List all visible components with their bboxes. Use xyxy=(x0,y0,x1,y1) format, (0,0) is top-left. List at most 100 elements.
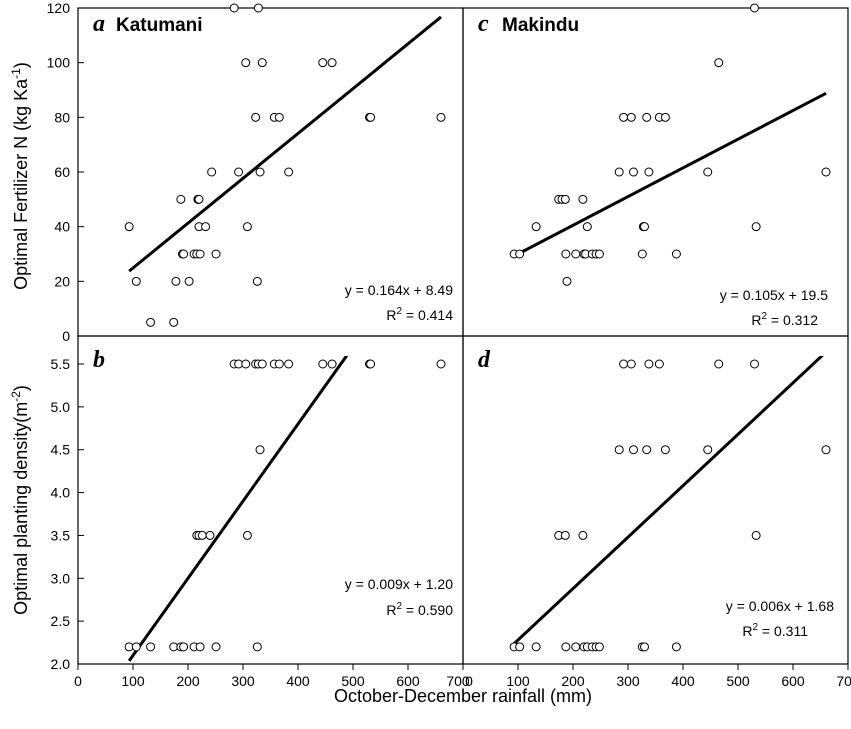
panel-c-point-22 xyxy=(640,222,649,232)
x-tick-label-left-4: 400 xyxy=(286,673,310,689)
panel-a-point-29 xyxy=(274,112,284,122)
panel-a-point-1 xyxy=(131,276,141,286)
panel-a-point-24 xyxy=(252,276,262,286)
panel-a-point-17 xyxy=(207,167,217,177)
panel-d-r2-value: = 0.311 xyxy=(758,623,808,639)
panel-a-point-2 xyxy=(146,317,156,327)
panel-b-point-14 xyxy=(242,530,252,540)
panel-d-point-1 xyxy=(515,642,525,652)
panel-c-r2-label: R xyxy=(751,312,761,328)
x-tick-label-left-6: 600 xyxy=(396,673,420,689)
panel-c-point-24 xyxy=(644,167,654,177)
panel-d-point-24 xyxy=(626,359,636,369)
panel-b-point-24 xyxy=(284,359,294,369)
y-tick-label-bottom-6: 5.0 xyxy=(51,399,71,415)
panel-c-point-9 xyxy=(578,194,588,204)
panel-a-point-0 xyxy=(124,222,134,232)
x-tick-label-right-2: 200 xyxy=(561,673,585,689)
panel-a-point-32 xyxy=(327,58,337,68)
panel-a-point-25 xyxy=(253,3,263,13)
panel-c-point-23 xyxy=(642,112,652,122)
panel-b-fit-line xyxy=(127,356,349,662)
x-tick-label-left-0: 0 xyxy=(74,673,82,689)
panel-a-point-13 xyxy=(194,194,204,204)
panel-a-point-7 xyxy=(179,249,189,259)
panel-a-site: Katumani xyxy=(116,15,203,36)
panel-a-point-27 xyxy=(257,58,267,68)
panel-c-r2-value: = 0.312 xyxy=(767,312,818,328)
panel-c-point-6 xyxy=(561,249,571,259)
x-tick-label-right-4: 400 xyxy=(671,673,695,689)
panel-a-letter: a xyxy=(93,11,105,37)
panel-d-point-2 xyxy=(531,642,541,652)
panel-b-point-13 xyxy=(205,530,215,540)
panel-c-point-17 xyxy=(619,112,629,122)
panel-d-point-18 xyxy=(629,445,638,455)
panel-b-point-8 xyxy=(211,642,221,652)
panel-d-point-21 xyxy=(703,445,713,455)
panel-d-point-22 xyxy=(821,445,831,455)
x-tick-label-right-0: 0 xyxy=(465,673,473,689)
panel-d-point-20 xyxy=(660,445,670,455)
panel-b-point-18 xyxy=(241,359,251,369)
y-tick-label-bottom-3: 3.5 xyxy=(51,527,71,543)
panel-a-point-3 xyxy=(169,317,179,327)
panel-c-point-12 xyxy=(582,222,592,232)
panel-a-point-20 xyxy=(234,167,244,177)
y-tick-label-top-5: 100 xyxy=(47,55,71,71)
axes-group: 0204060801001202.02.53.03.54.04.55.05.50… xyxy=(47,0,851,689)
panel-a-point-23 xyxy=(251,112,261,122)
panel-d-point-25 xyxy=(644,359,654,369)
panel-c-equation: y = 0.105x + 19.5 xyxy=(720,287,828,303)
panel-b-point-2 xyxy=(146,642,156,652)
panel-b-equation: y = 0.009x + 1.20 xyxy=(345,576,453,592)
panel-a-r2-sup: 2 xyxy=(396,306,402,317)
panel-c-point-31 xyxy=(751,222,761,232)
y-tick-label-bottom-4: 4.0 xyxy=(51,485,71,501)
panel-d-equation: y = 0.006x + 1.68 xyxy=(726,598,834,614)
panel-c-point-18 xyxy=(626,112,636,122)
panel-b-point-1 xyxy=(131,642,141,652)
panel-a-point-30 xyxy=(284,167,294,177)
y-tick-label-top-6: 120 xyxy=(47,0,71,16)
panel-b-r2-label: R xyxy=(386,602,396,618)
panel-c-point-7 xyxy=(562,276,572,286)
panel-c-point-20 xyxy=(637,249,647,259)
panel-c-point-29 xyxy=(714,58,724,68)
y-tick-label-top-1: 20 xyxy=(54,273,70,289)
y-axis-label-bottom-end: ) xyxy=(11,385,31,391)
y-axis-label-bottom-sup: -2 xyxy=(9,391,23,402)
panel-b-r2: R2 = 0.590 xyxy=(386,601,453,618)
x-tick-label-left-5: 500 xyxy=(341,673,365,689)
panel-c-point-27 xyxy=(671,249,681,259)
panel-a-point-31 xyxy=(318,58,328,68)
panel-d-point-11 xyxy=(640,642,649,652)
y-tick-label-bottom-2: 3.0 xyxy=(51,570,71,586)
panel-b-point-21 xyxy=(257,359,267,369)
panel-d-point-12 xyxy=(671,642,681,652)
y-tick-label-top-4: 80 xyxy=(54,109,70,125)
panel-c-point-16 xyxy=(614,167,624,177)
panel-a-r2-label: R xyxy=(386,307,396,323)
panel-d-point-23 xyxy=(619,359,629,369)
x-tick-label-right-5: 500 xyxy=(726,673,750,689)
y-axis-label-top-text: Optimal Fertilizer N (kg Ka xyxy=(11,78,31,290)
panel-a-equation: y = 0.164x + 8.49 xyxy=(345,282,453,298)
panel-a-point-8 xyxy=(184,276,194,286)
panel-a-r2-value: = 0.414 xyxy=(402,307,453,323)
panel-a-point-34 xyxy=(366,112,376,122)
panel-c-point-2 xyxy=(531,222,541,232)
panel-a-point-5 xyxy=(176,194,186,204)
y-tick-label-bottom-0: 2.0 xyxy=(51,656,71,672)
y-tick-label-bottom-7: 5.5 xyxy=(51,356,71,372)
panel-c-site: Makindu xyxy=(502,15,579,36)
panel-d-point-26 xyxy=(654,359,664,369)
x-axis-label: October-December rainfall (mm) xyxy=(334,686,592,706)
panel-d-fit-line xyxy=(513,356,824,645)
marks-group xyxy=(124,3,831,662)
panel-a-point-35 xyxy=(436,112,446,122)
y-tick-label-top-3: 60 xyxy=(54,164,70,180)
panel-d-point-17 xyxy=(614,445,624,455)
panel-a-point-26 xyxy=(255,167,265,177)
panel-b-point-23 xyxy=(274,359,284,369)
